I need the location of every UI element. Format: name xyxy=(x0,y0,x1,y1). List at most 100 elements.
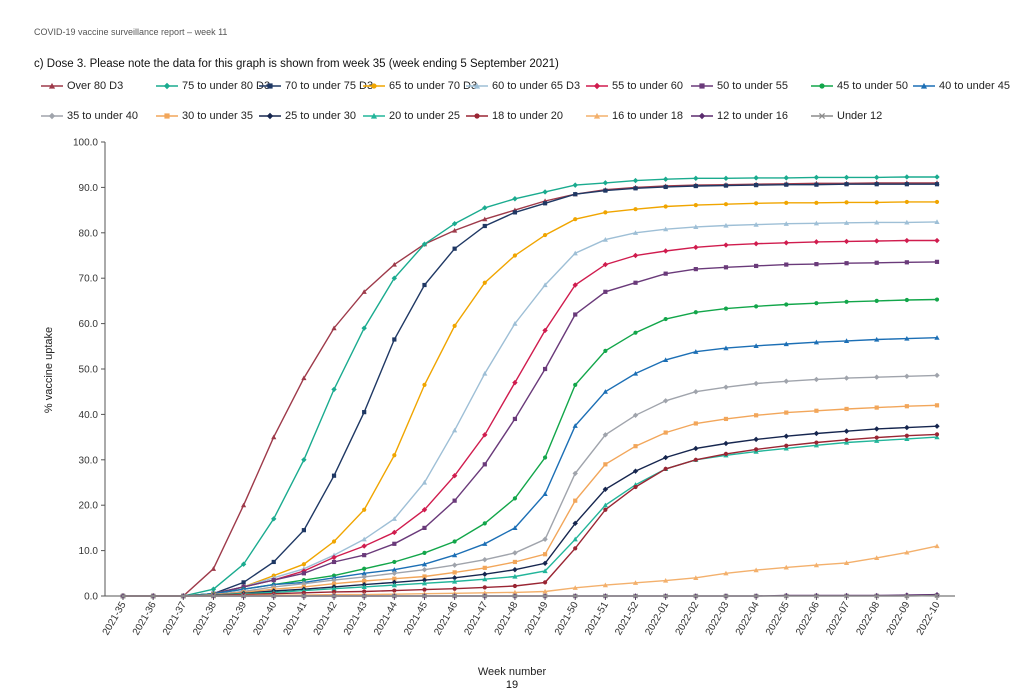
x-tick-label: 2021-44 xyxy=(372,600,400,638)
data-point xyxy=(874,405,879,410)
data-point xyxy=(572,593,578,599)
data-point xyxy=(663,316,668,322)
data-point xyxy=(693,575,699,580)
y-tick-label: 10.0 xyxy=(79,546,99,557)
data-point xyxy=(693,183,698,189)
data-point xyxy=(723,593,729,599)
legend-label: 50 to under 55 xyxy=(717,80,788,92)
data-point xyxy=(391,579,398,586)
legend-swatch xyxy=(363,112,385,119)
legend-item: 35 to under 40 xyxy=(40,106,138,126)
data-point xyxy=(421,507,428,513)
x-tick-label: 2021-48 xyxy=(493,600,521,638)
series-line xyxy=(123,261,938,597)
data-point xyxy=(451,575,458,581)
series-line xyxy=(123,425,938,597)
data-point xyxy=(843,428,850,434)
y-tick-label: 0.0 xyxy=(84,592,98,603)
data-point xyxy=(633,207,638,212)
data-point xyxy=(813,430,820,437)
data-point xyxy=(180,593,186,599)
legend-item: 25 to under 30 xyxy=(258,106,356,126)
data-point xyxy=(934,403,940,408)
data-point xyxy=(512,593,518,599)
data-point xyxy=(753,343,759,348)
data-point xyxy=(843,238,850,245)
data-point xyxy=(331,554,337,561)
data-point xyxy=(693,175,699,182)
data-point xyxy=(542,491,548,496)
data-point xyxy=(542,568,548,574)
data-point xyxy=(753,380,759,387)
data-point xyxy=(874,182,879,187)
data-point xyxy=(874,438,880,443)
y-tick-label: 90.0 xyxy=(79,183,99,194)
legend-label: 25 to under 30 xyxy=(285,110,356,122)
data-point xyxy=(874,298,879,303)
series-line xyxy=(123,221,938,597)
legend-swatch xyxy=(811,83,833,89)
legend-item: 60 to under 65 D3 xyxy=(465,76,580,96)
legend-item: Under 12 xyxy=(810,106,882,126)
data-point xyxy=(813,442,820,448)
data-point xyxy=(421,566,428,573)
data-point xyxy=(633,186,638,191)
x-tick-label: 2021-46 xyxy=(432,600,460,638)
x-tick-label: 2021-37 xyxy=(161,600,189,638)
x-axis-label: Week number xyxy=(478,666,547,678)
data-point xyxy=(512,573,518,579)
data-point xyxy=(301,562,306,567)
data-point xyxy=(934,423,940,429)
data-point xyxy=(814,182,819,187)
y-tick-label: 80.0 xyxy=(79,228,99,239)
data-point xyxy=(271,516,277,522)
data-point xyxy=(602,593,608,599)
legend-marker xyxy=(818,112,826,120)
data-point xyxy=(542,201,548,206)
data-point xyxy=(813,593,819,599)
data-point xyxy=(362,507,367,512)
series-line xyxy=(123,594,938,597)
data-point xyxy=(814,408,819,413)
legend-label: 55 to under 60 xyxy=(612,80,683,92)
legend-item: 30 to under 35 xyxy=(155,106,253,126)
data-point xyxy=(452,593,458,599)
x-tick-label: 2021-38 xyxy=(191,600,219,638)
data-point xyxy=(934,432,940,437)
data-point xyxy=(573,192,578,197)
data-point xyxy=(904,297,909,303)
data-point xyxy=(904,593,910,599)
data-point xyxy=(542,189,548,195)
data-point xyxy=(723,265,729,270)
data-point xyxy=(452,227,458,233)
data-point xyxy=(422,525,427,530)
data-point xyxy=(753,436,759,443)
data-point xyxy=(422,574,427,579)
data-point xyxy=(844,299,849,304)
data-point xyxy=(361,593,367,599)
legend-swatch xyxy=(811,112,833,120)
data-point xyxy=(391,582,397,588)
data-point xyxy=(512,566,518,573)
legend-marker xyxy=(920,82,928,89)
data-point xyxy=(150,593,156,599)
data-point xyxy=(843,375,850,381)
data-point xyxy=(240,561,247,567)
data-point xyxy=(361,289,367,294)
data-point xyxy=(632,252,639,259)
data-point xyxy=(814,262,819,267)
chart-legend: Over 80 D3 75 to under 80 D3 70 to under 7… xyxy=(40,76,1020,128)
data-point xyxy=(783,564,789,570)
data-point xyxy=(693,389,699,395)
chart-caption: c) Dose 3. Please note the data for this… xyxy=(34,58,559,70)
legend-label: 40 to under 45 xyxy=(939,80,1010,92)
data-point xyxy=(391,593,397,599)
data-point xyxy=(452,427,458,433)
data-point xyxy=(602,486,609,493)
data-point xyxy=(451,562,458,568)
data-point xyxy=(301,581,307,587)
x-tick-label: 2022-01 xyxy=(643,600,671,638)
data-point xyxy=(331,586,337,591)
data-point xyxy=(482,541,488,546)
data-point xyxy=(934,372,940,379)
